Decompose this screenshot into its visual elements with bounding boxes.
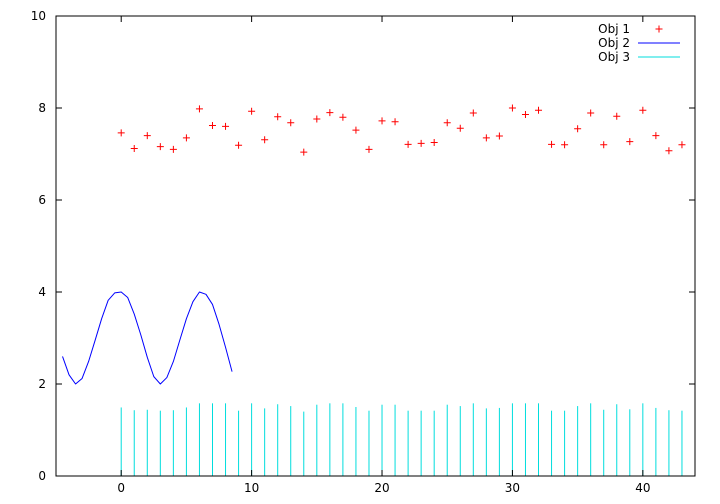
- obj1-point: [182, 134, 190, 142]
- obj1-point: [378, 117, 386, 125]
- obj1-point: [652, 132, 660, 140]
- series-3: [120, 403, 683, 476]
- y-tick-label: 4: [38, 285, 46, 299]
- legend-label: Obj 3: [598, 50, 630, 64]
- obj1-point: [626, 138, 634, 146]
- obj1-point: [443, 119, 451, 127]
- obj1-point: [665, 147, 673, 155]
- obj1-point: [169, 145, 177, 153]
- obj1-point: [248, 107, 256, 115]
- obj1-point: [469, 109, 477, 117]
- obj1-point: [535, 106, 543, 114]
- series-1: [117, 104, 686, 156]
- y-tick-label: 8: [38, 101, 46, 115]
- obj1-point: [613, 112, 621, 120]
- obj1-point: [521, 110, 529, 118]
- obj1-point: [156, 143, 164, 151]
- obj1-point: [208, 121, 216, 129]
- obj1-point: [639, 106, 647, 114]
- plot-frame: [55, 15, 696, 477]
- obj1-point: [456, 124, 464, 132]
- obj1-point: [600, 141, 608, 149]
- y-tick-label: 6: [38, 193, 46, 207]
- y-tick-label: 2: [38, 377, 46, 391]
- obj1-point: [313, 115, 321, 123]
- obj1-point: [561, 141, 569, 149]
- x-tick-label: 20: [374, 481, 389, 495]
- x-tick-label: 10: [244, 481, 259, 495]
- obj1-point: [574, 125, 582, 133]
- obj1-point: [326, 109, 334, 117]
- obj1-point: [235, 141, 243, 149]
- x-tick-label: 30: [505, 481, 520, 495]
- obj1-point: [143, 132, 151, 140]
- obj1-point: [130, 144, 138, 152]
- legend-marker-plus: [655, 25, 663, 33]
- x-tick-label: 40: [635, 481, 650, 495]
- obj1-point: [678, 141, 686, 149]
- obj1-point: [391, 118, 399, 126]
- obj1-point: [508, 104, 516, 112]
- axis-ticks: 0 2 4 6 8 10 0 10 20 30 40: [31, 9, 695, 495]
- obj1-point: [430, 139, 438, 146]
- obj1-point: [365, 145, 373, 153]
- obj1-point: [287, 119, 295, 127]
- obj1-point: [261, 136, 269, 144]
- obj1-point: [300, 148, 308, 156]
- series-layer: [62, 104, 686, 476]
- series-2: [62, 291, 233, 385]
- obj2-line: [62, 291, 233, 385]
- obj1-point: [587, 109, 595, 117]
- obj1-point: [274, 113, 282, 121]
- obj1-point: [482, 134, 490, 142]
- obj1-point: [195, 105, 203, 113]
- legend-label: Obj 1: [598, 22, 630, 36]
- obj1-point: [548, 140, 556, 148]
- legend-label: Obj 2: [598, 36, 630, 50]
- obj1-point: [352, 126, 360, 134]
- obj1-point: [495, 132, 503, 140]
- obj1-point: [404, 140, 412, 148]
- obj1-point: [417, 139, 425, 147]
- y-tick-label: 0: [38, 469, 46, 483]
- obj1-point: [339, 113, 347, 121]
- y-tick-label: 10: [31, 9, 46, 23]
- x-tick-label: 0: [117, 481, 125, 495]
- obj1-point: [117, 129, 125, 137]
- obj1-point: [222, 122, 230, 130]
